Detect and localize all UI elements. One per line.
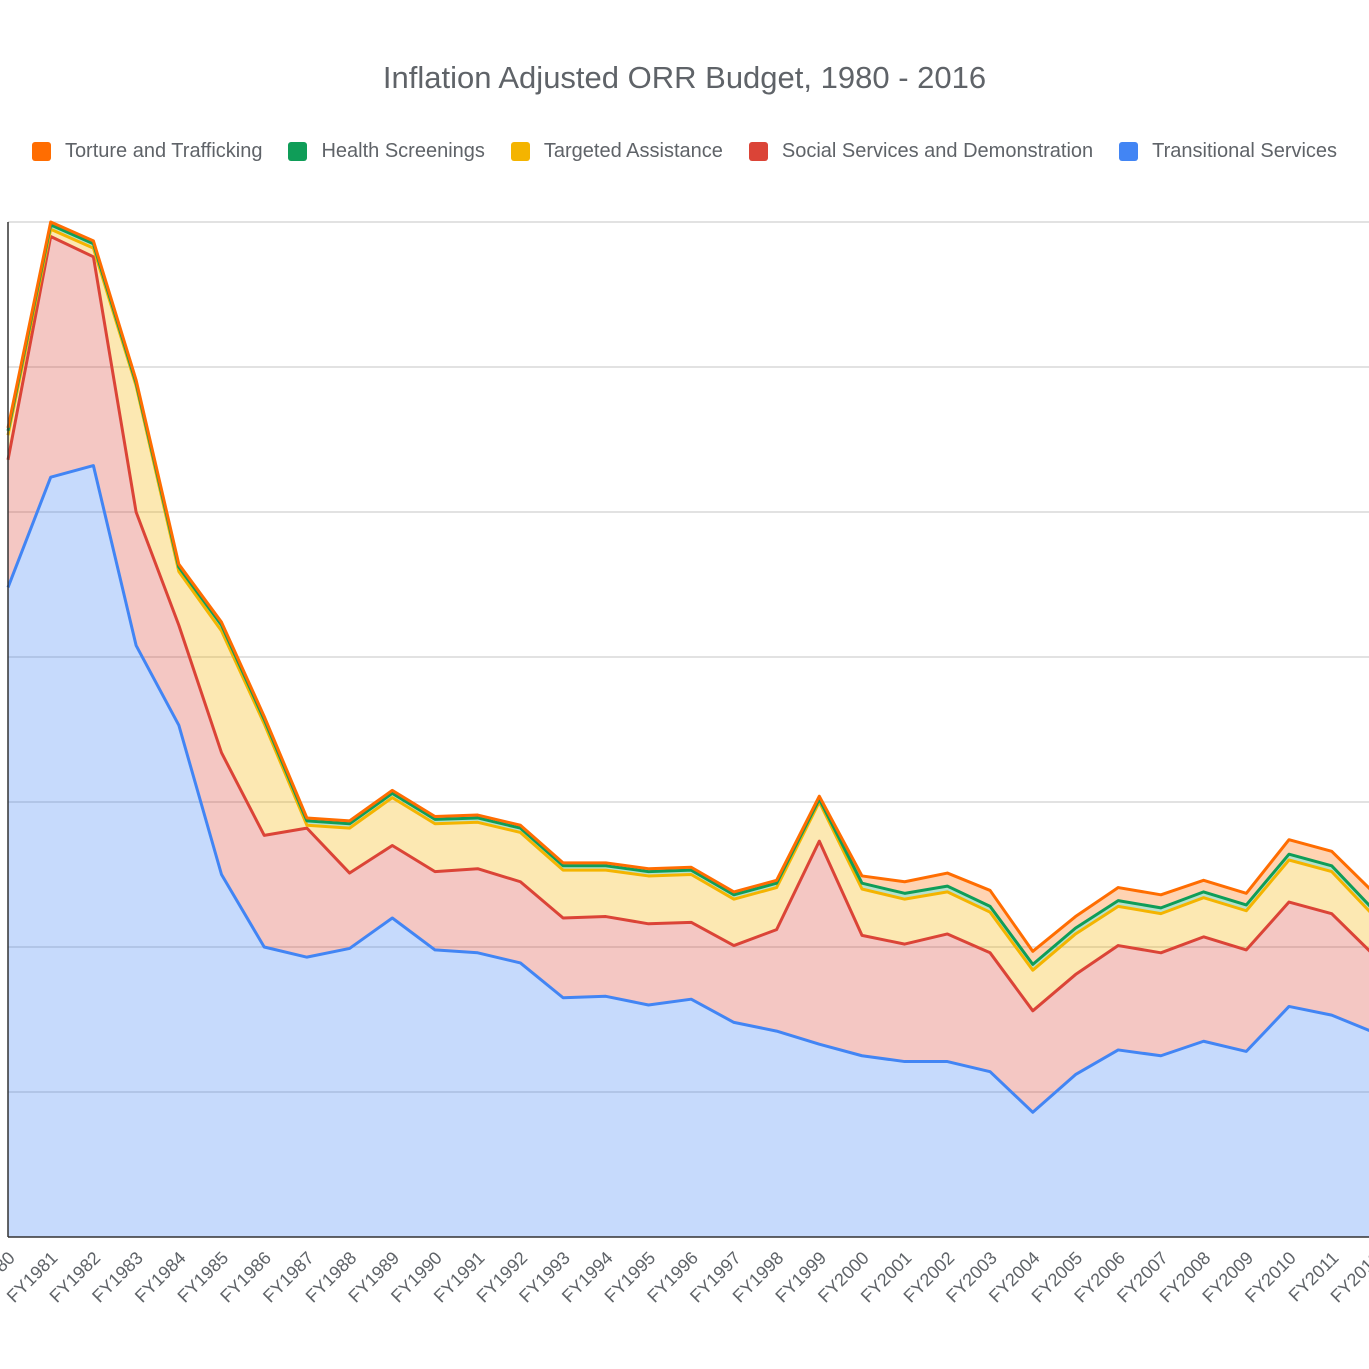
legend-swatch xyxy=(510,142,530,161)
series-line[interactable] xyxy=(6,227,1369,972)
legend-item[interactable]: Health Screenings xyxy=(288,140,485,163)
series-area[interactable] xyxy=(8,236,1369,1113)
series-line[interactable] xyxy=(6,235,1369,1013)
legend-swatch xyxy=(1119,142,1139,161)
legend-item[interactable]: Social Services and Demonstration xyxy=(748,140,1094,163)
legend-item[interactable]: Targeted Assistance xyxy=(510,140,723,163)
legend: Torture and Trafficking Health Screenings… xyxy=(0,140,1369,163)
legend-swatch xyxy=(31,142,51,161)
legend-label: Transitional Services xyxy=(1152,140,1338,162)
legend-label: Health Screenings xyxy=(321,140,485,162)
legend-label: Torture and Trafficking xyxy=(64,140,263,162)
series-line[interactable] xyxy=(6,220,1369,953)
series-area[interactable] xyxy=(8,465,1369,1237)
chart-title: Inflation Adjusted ORR Budget, 1980 - 20… xyxy=(382,60,987,95)
series-line[interactable] xyxy=(6,464,1369,1114)
legend-item[interactable]: Transitional Services xyxy=(1119,140,1337,163)
legend-swatch xyxy=(748,142,768,161)
legend-label: Social Services and Demonstration xyxy=(781,140,1094,162)
legend-label: Targeted Assistance xyxy=(543,140,723,162)
legend-swatch xyxy=(288,142,308,161)
legend-item[interactable]: Torture and Trafficking xyxy=(31,140,263,163)
series-area[interactable] xyxy=(8,229,1369,1011)
